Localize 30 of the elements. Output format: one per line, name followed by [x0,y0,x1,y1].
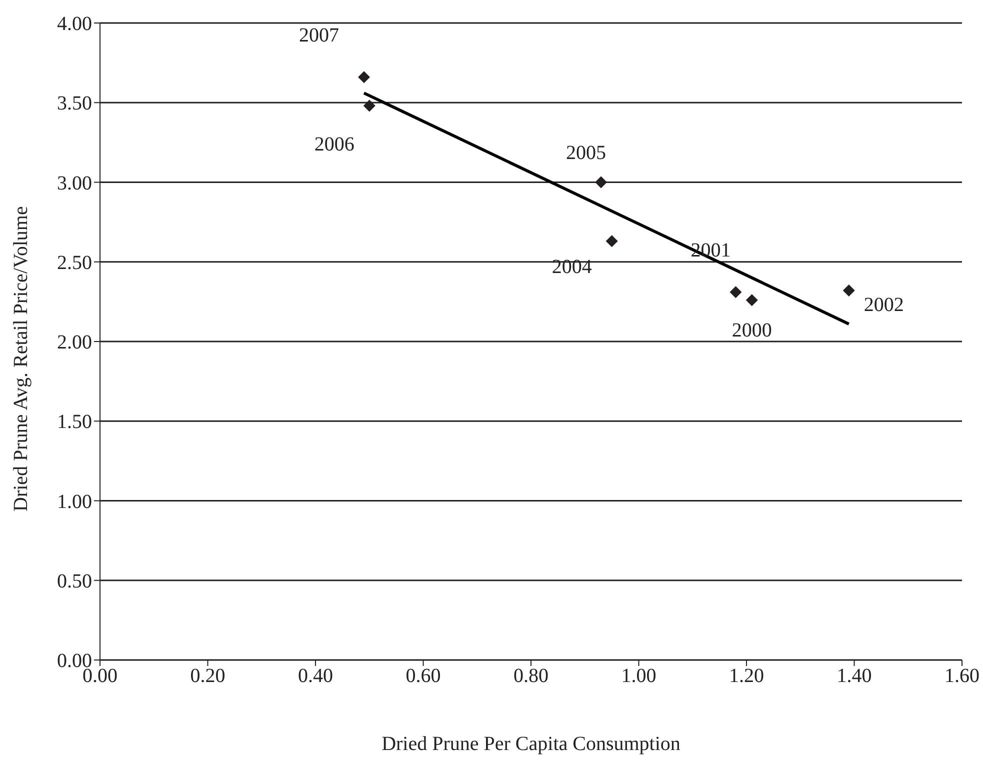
point [730,286,742,298]
x-tick-label: 0.40 [298,665,333,688]
point [358,71,370,84]
x-tick-label: 0.80 [514,665,548,688]
y-tick-label: 1.50 [57,411,92,434]
x-tick-label: 1.00 [621,665,656,688]
point [595,176,608,188]
y-tick-label: 0.50 [57,570,92,592]
y-axis-title: Dried Prune Avg. Retail Price/Volume [10,206,32,512]
annotation: 2005 [566,142,606,164]
x-tick-label: 1.60 [944,665,980,688]
y-tick-label: 2.50 [57,252,92,274]
y-tick-label: 2.00 [57,332,92,354]
x-axis-title: Dried Prune Per Capita Consumption [382,733,680,755]
y-tick-label: 3.50 [57,92,92,115]
x-tick-label: 1.20 [729,665,764,688]
y-tick-label: 4.00 [57,13,92,36]
point [842,284,855,297]
x-tick-label: 0.60 [406,665,441,688]
x-tick-label: 1.40 [836,665,872,688]
point [363,100,376,112]
y-tick-label: 3.00 [57,172,92,194]
annotation: 2000 [732,320,772,342]
annotation: 2006 [314,133,354,156]
annotation: 2002 [864,294,904,316]
annotation: 2007 [298,24,339,47]
x-tick-label: 0.20 [190,665,226,688]
point [746,294,758,306]
y-tick-label: 1.00 [57,490,92,513]
point [606,235,618,248]
